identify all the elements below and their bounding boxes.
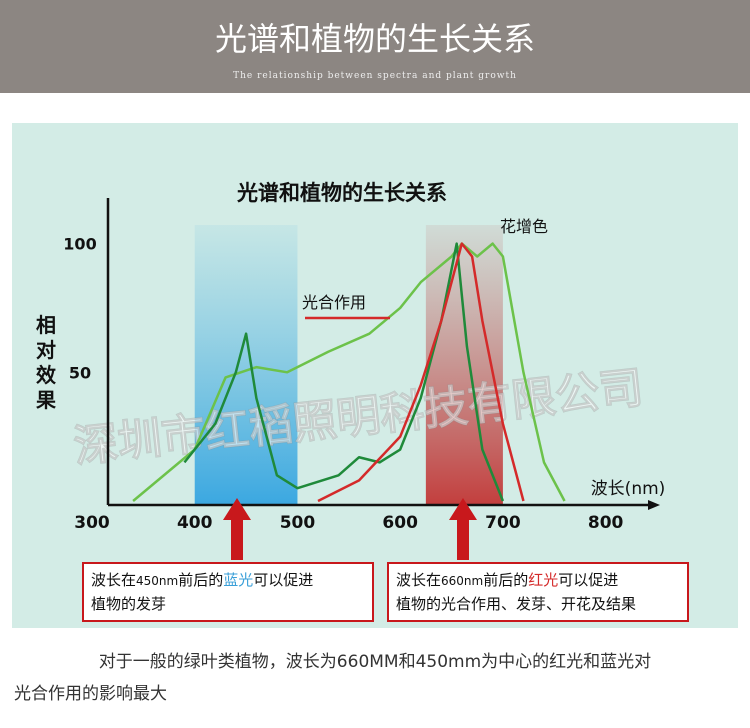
chart-bg [12,123,738,628]
series-line [183,242,505,502]
note-part: 前后的 [483,571,528,589]
arrow [449,498,477,560]
y-axis-label: 相对效果 [36,313,56,412]
header-title: 光谱和植物的生长关系 [215,20,535,58]
arrow [223,498,251,560]
note-part: 波长在 [396,571,441,589]
x-tick-label: 600 [382,513,418,533]
note-box [387,562,689,622]
note-part: 450nm [136,574,178,588]
note-text: 波长在450nm前后的蓝光可以促进 [91,571,313,589]
note-box [82,562,374,622]
y-tick-label: 100 [63,235,96,254]
legend-label: 光合作用 [302,293,366,312]
x-tick-label: 800 [588,513,624,533]
series-line [132,242,566,502]
note-part: 660nm [441,574,483,588]
x-tick-label: 300 [74,513,110,533]
x-tick-label: 500 [280,513,316,533]
header-bg [0,0,750,93]
header-subtitle: The relationship between spectra and pla… [233,71,517,81]
highlight-band [194,225,298,505]
note-text: 植物的发芽 [91,595,166,613]
x-tick-label: 700 [485,513,521,533]
caption: 光合作用的影响最大 [14,684,167,704]
note-text: 波长在660nm前后的红光可以促进 [396,571,618,589]
note-part: 前后的 [178,571,223,589]
note-part: 红光 [528,571,558,589]
note-part: 波长在 [91,571,136,589]
x-axis-arrow [648,500,660,510]
note-text: 植物的光合作用、发芽、开花及结果 [396,595,636,613]
x-tick-label: 400 [177,513,213,533]
x-axis-label: 波长(nm) [591,479,666,499]
note-part: 可以促进 [558,571,618,589]
chart-title: 光谱和植物的生长关系 [236,181,447,205]
note-part: 蓝光 [223,571,253,589]
caption: 对于一般的绿叶类植物，波长为660MM和450mm为中心的红光和蓝光对 [99,652,651,672]
note-part: 可以促进 [253,571,313,589]
y-axis-label-char: 对 [36,338,56,362]
series-line [317,242,525,503]
y-axis-label-char: 效 [36,363,56,387]
legend-label: 花增色 [500,217,548,236]
y-tick-label: 50 [69,363,91,382]
y-axis-label-char: 相 [36,313,56,337]
y-axis-label-char: 果 [36,388,56,412]
